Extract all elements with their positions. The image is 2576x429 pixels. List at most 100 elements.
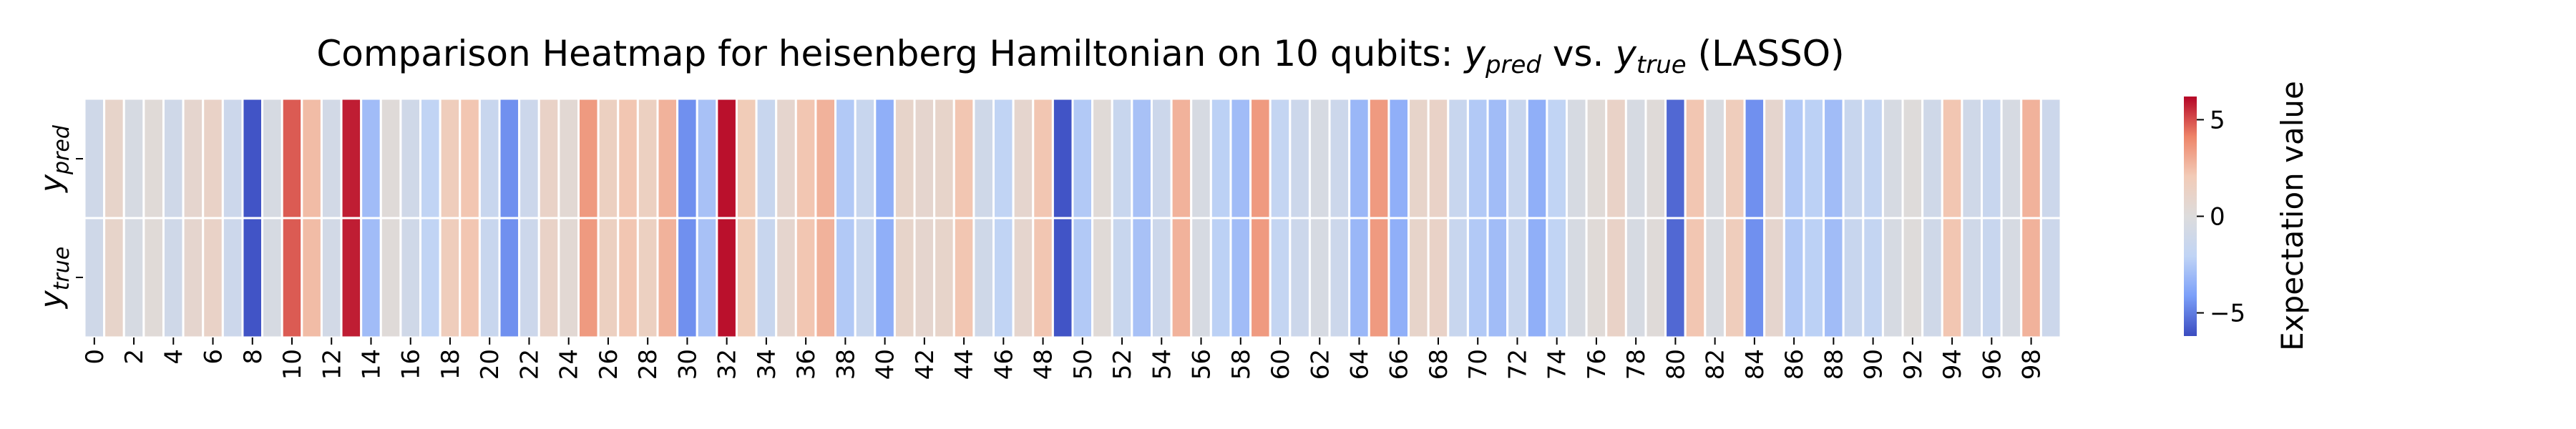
x-tick-label: 74 <box>1543 349 1572 380</box>
heatmap-cell <box>992 97 1015 220</box>
svg-text:ypred: ypred <box>34 124 74 194</box>
heatmap-cell <box>1684 217 1707 339</box>
x-tick-label: 90 <box>1860 349 1888 380</box>
heatmap-cell <box>162 217 185 339</box>
row-label-true-sub: true <box>49 247 74 291</box>
x-tick-label: 60 <box>1267 349 1295 380</box>
heatmap-cell <box>261 217 283 339</box>
heatmap-cell <box>716 97 738 220</box>
heatmap-cell <box>1328 97 1351 220</box>
heatmap-cell <box>399 97 422 220</box>
heatmap-cell <box>1624 217 1647 339</box>
heatmap-cell <box>933 97 955 220</box>
heatmap-cell <box>577 217 600 339</box>
x-tick-label: 94 <box>1938 349 1967 380</box>
heatmap-cell <box>814 217 837 339</box>
x-tick-label: 58 <box>1227 349 1256 380</box>
x-tick-label: 4 <box>160 349 188 365</box>
heatmap-cell <box>933 217 955 339</box>
heatmap-cell <box>952 217 975 339</box>
heatmap-cell <box>597 217 620 339</box>
x-tick-label: 84 <box>1741 349 1770 380</box>
x-tick-label: 66 <box>1385 349 1414 380</box>
heatmap-cell <box>696 97 718 220</box>
heatmap-cell <box>2020 97 2042 220</box>
heatmap-cell <box>913 97 936 220</box>
heatmap-cell <box>1546 217 1568 339</box>
x-tick-label: 50 <box>1069 349 1098 380</box>
x-tick-label: 76 <box>1583 349 1611 380</box>
heatmap-cell <box>1546 97 1568 220</box>
heatmap-cell <box>1348 97 1370 220</box>
heatmap-cell <box>360 217 382 339</box>
heatmap-cell <box>577 97 600 220</box>
x-tick-label: 44 <box>950 349 979 380</box>
heatmap-cell <box>1249 97 1272 220</box>
heatmap-cell <box>1289 217 1311 339</box>
chart-title: Comparison Heatmap for heisenberg Hamilt… <box>316 33 1844 79</box>
heatmap-cell <box>1782 217 1805 339</box>
heatmap-cell <box>1566 97 1588 220</box>
heatmap-cell <box>1407 217 1430 339</box>
heatmap-cell <box>478 97 501 220</box>
title-vs: vs. <box>1541 33 1615 74</box>
heatmap-cell <box>1862 97 1884 220</box>
x-tick-label: 78 <box>1622 349 1651 380</box>
heatmap-cell <box>775 97 797 220</box>
heatmap-cell <box>1229 97 1252 220</box>
heatmap-cell <box>1802 97 1825 220</box>
heatmap-cell <box>854 217 877 339</box>
heatmap-cell <box>1328 217 1351 339</box>
title-ytrue-base: y <box>1614 33 1637 74</box>
heatmap-cell <box>1407 97 1430 220</box>
heatmap-cell <box>1071 217 1094 339</box>
heatmap-cell <box>1881 217 1904 339</box>
heatmap-cell <box>1585 217 1608 339</box>
x-tick-label: 70 <box>1464 349 1493 380</box>
heatmap-cell <box>1190 217 1212 339</box>
heatmap-cell <box>419 217 441 339</box>
heatmap-cells <box>83 97 2062 339</box>
heatmap-cell <box>1921 97 1943 220</box>
x-tick-label: 8 <box>239 349 268 365</box>
heatmap-cell <box>1209 217 1232 339</box>
heatmap-cell <box>1447 217 1469 339</box>
heatmap-cell <box>696 217 718 339</box>
heatmap-cell <box>1091 217 1113 339</box>
heatmap-cell <box>1367 97 1390 220</box>
x-tick-label: 40 <box>872 349 900 380</box>
heatmap-cell <box>972 217 995 339</box>
heatmap-cell <box>1704 217 1726 339</box>
x-tick-label: 36 <box>792 349 821 380</box>
heatmap-cell <box>419 97 441 220</box>
heatmap-cell <box>1131 217 1153 339</box>
heatmap-cell <box>280 217 303 339</box>
heatmap-cell <box>439 217 462 339</box>
x-tick-label: 28 <box>634 349 663 380</box>
heatmap-cell <box>142 97 165 220</box>
heatmap-cell <box>537 217 560 339</box>
heatmap-cell <box>1664 97 1687 220</box>
heatmap-cell <box>1566 217 1588 339</box>
x-tick-label: 38 <box>831 349 860 380</box>
heatmap-cell <box>1012 217 1035 339</box>
heatmap-cell <box>83 217 106 339</box>
heatmap-cell <box>1170 217 1193 339</box>
x-tick-label: 22 <box>515 349 544 380</box>
heatmap-cell <box>1782 97 1805 220</box>
heatmap-cell <box>1743 217 1766 339</box>
x-tick-label: 18 <box>436 349 465 380</box>
x-tick-label: 16 <box>397 349 426 380</box>
heatmap-cell <box>636 97 659 220</box>
heatmap-cell <box>656 217 679 339</box>
heatmap-cell <box>2039 217 2062 339</box>
heatmap-cell <box>834 97 857 220</box>
heatmap-cell <box>320 97 343 220</box>
heatmap-cell <box>1941 97 1963 220</box>
heatmap-cell <box>1644 217 1667 339</box>
heatmap-cell <box>241 217 264 339</box>
title-ytrue-sub: true <box>1636 51 1687 79</box>
heatmap-cell <box>716 217 738 339</box>
heatmap-cell <box>379 97 402 220</box>
